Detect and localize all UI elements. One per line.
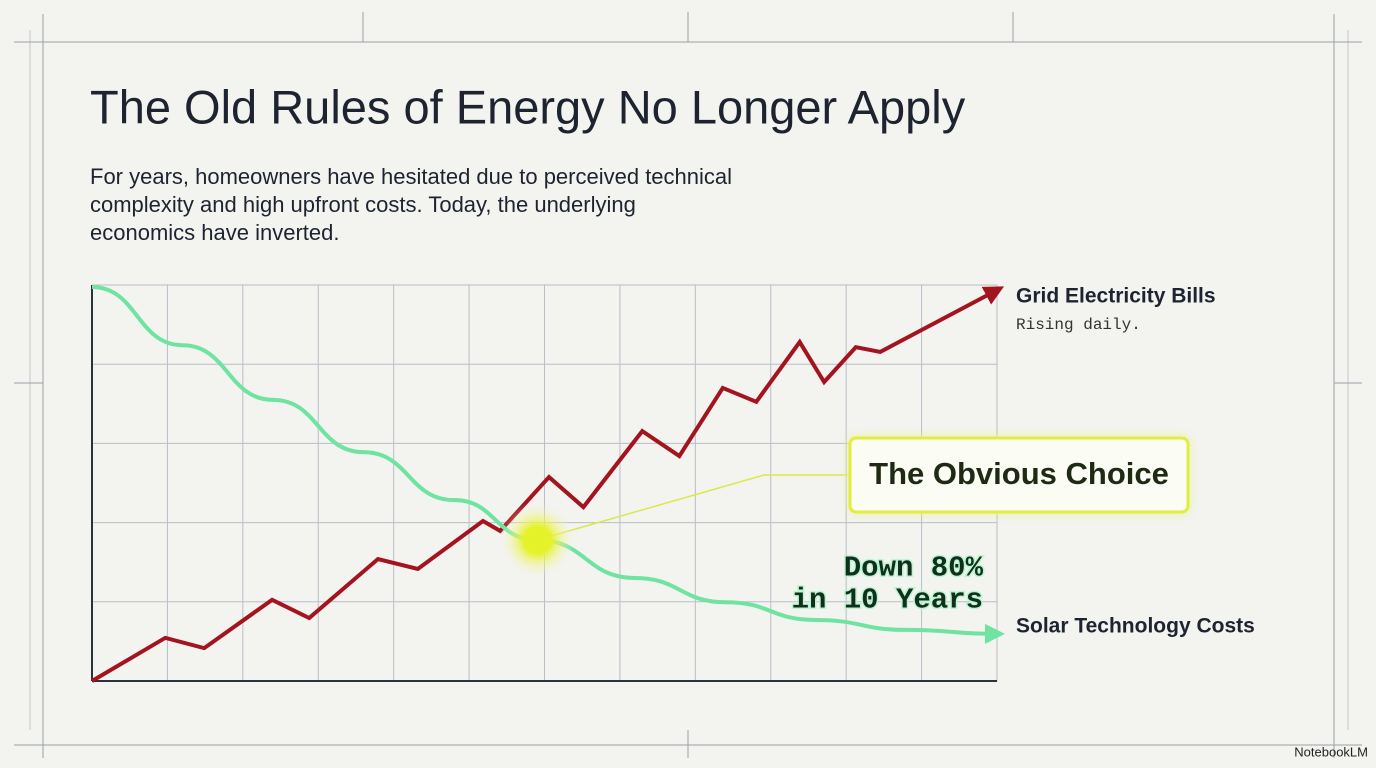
subtitle-line: economics have inverted. (90, 220, 339, 245)
legend-label: Grid Electricity Bills (1016, 285, 1216, 308)
watermark: NotebookLM (1294, 744, 1368, 759)
callout-connector (537, 474, 850, 541)
highlight-point (499, 502, 576, 579)
legend-label: Solar Technology Costs (1016, 615, 1255, 638)
frame (14, 12, 1362, 758)
change-annotation: in 10 Years (792, 584, 983, 617)
change-annotation: Down 80% (844, 552, 984, 585)
legend-note: Rising daily. (1016, 316, 1141, 334)
callout-text: The Obvious Choice (869, 456, 1169, 491)
subtitle-line: For years, homeowners have hesitated due… (90, 164, 732, 189)
subtitle-line: complexity and high upfront costs. Today… (90, 192, 636, 217)
callout-box (848, 436, 1190, 514)
title: The Old Rules of Energy No Longer Apply (90, 80, 966, 133)
series-line (90, 286, 1005, 683)
